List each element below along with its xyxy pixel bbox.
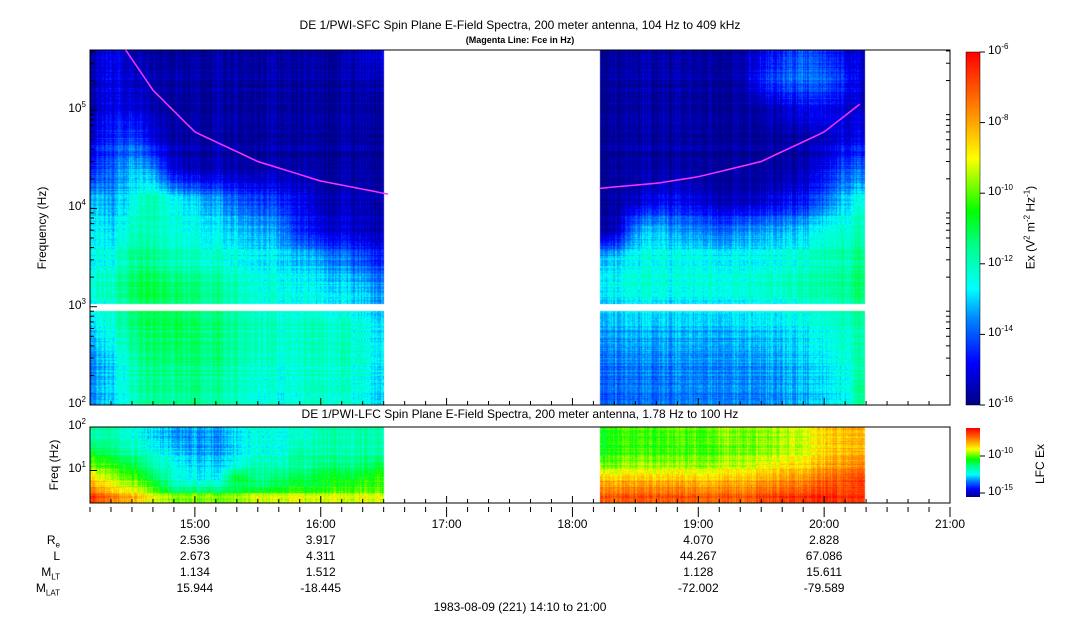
ephemeris-value: 15.611 xyxy=(806,565,843,579)
top-plot-frame xyxy=(89,49,951,406)
colorbar-tick-label: 10-10 xyxy=(988,183,1013,199)
lfc-spectrogram xyxy=(90,427,950,503)
ephemeris-row-label: MLT xyxy=(41,565,60,582)
ephemeris-value: 2.828 xyxy=(809,533,840,547)
sfc-spectrogram xyxy=(90,50,950,405)
lfc-colorbar-label: LFC Ex xyxy=(1033,444,1047,485)
colorbar-tick-label: 10-8 xyxy=(988,112,1009,128)
ephemeris-value: 1.512 xyxy=(305,565,336,579)
colorbar-tick-label: 10-6 xyxy=(988,42,1009,57)
sfc-colorbar-label: Ex (V2 m-2 Hz-1) xyxy=(1022,185,1038,270)
fce-line-0 xyxy=(125,49,389,195)
ephemeris-value: 1.128 xyxy=(683,565,714,579)
bottom-plot-frame xyxy=(89,426,951,504)
x-tick-label: 19:00 xyxy=(683,517,714,531)
fce-line-1 xyxy=(599,103,861,190)
colorbar-tick-label: 10-16 xyxy=(988,395,1013,410)
x-tick-label: 21:00 xyxy=(934,517,966,531)
ephemeris-value: -72.002 xyxy=(677,581,719,595)
ephemeris-value: 15.944 xyxy=(176,581,214,595)
ephemeris-value: 2.673 xyxy=(179,549,210,563)
sfc-colorbar-frame xyxy=(965,51,981,406)
ephemeris-value: 4.070 xyxy=(683,533,714,547)
x-tick-label: 18:00 xyxy=(557,517,588,531)
lfc-colorbar xyxy=(966,428,980,497)
x-tick-label: 17:00 xyxy=(431,517,462,531)
ephemeris-value: 67.086 xyxy=(805,549,843,563)
y-tick-label: 105 xyxy=(68,100,86,116)
ephemeris-row-label: MLAT xyxy=(35,581,60,598)
x-tick-label: 20:00 xyxy=(809,517,840,531)
y-tick-label: 104 xyxy=(68,198,86,214)
footer-time-range: 1983-08-09 (221) 14:10 to 21:00 xyxy=(433,600,607,614)
y-tick-label: 102 xyxy=(68,417,86,432)
top-chart-subtitle: (Magenta Line: Fce in Hz) xyxy=(465,35,575,45)
ephemeris-value: 4.311 xyxy=(306,549,336,563)
ephemeris-value: -18.445 xyxy=(300,581,342,595)
ephemeris-value: -79.589 xyxy=(803,581,845,595)
bottom-chart-title: DE 1/PWI-LFC Spin Plane E-Field Spectra,… xyxy=(301,407,739,421)
x-tick-label: 15:00 xyxy=(179,517,210,531)
ephemeris-value: 2.536 xyxy=(179,533,210,547)
top-y-axis-label: Frequency (Hz) xyxy=(35,186,49,270)
sfc-colorbar xyxy=(966,52,980,405)
ephemeris-value: 3.917 xyxy=(305,533,336,547)
colorbar-tick-label: 10-12 xyxy=(988,253,1013,269)
y-tick-label: 102 xyxy=(68,395,86,410)
ephemeris-row-label: L xyxy=(53,549,60,563)
ephemeris-value: 1.134 xyxy=(179,565,210,579)
colorbar-tick-label: 10-14 xyxy=(988,324,1013,340)
ephemeris-row-label: Re xyxy=(46,533,60,550)
ephemeris-value: 44.267 xyxy=(679,549,717,563)
top-chart-title: DE 1/PWI-SFC Spin Plane E-Field Spectra,… xyxy=(299,18,741,32)
colorbar-tick-label: 10-10 xyxy=(988,446,1013,461)
colorbar-tick-label: 10-15 xyxy=(988,483,1013,498)
x-tick-label: 16:00 xyxy=(305,517,336,531)
y-tick-label: 103 xyxy=(68,296,86,312)
y-tick-label: 101 xyxy=(68,460,86,476)
